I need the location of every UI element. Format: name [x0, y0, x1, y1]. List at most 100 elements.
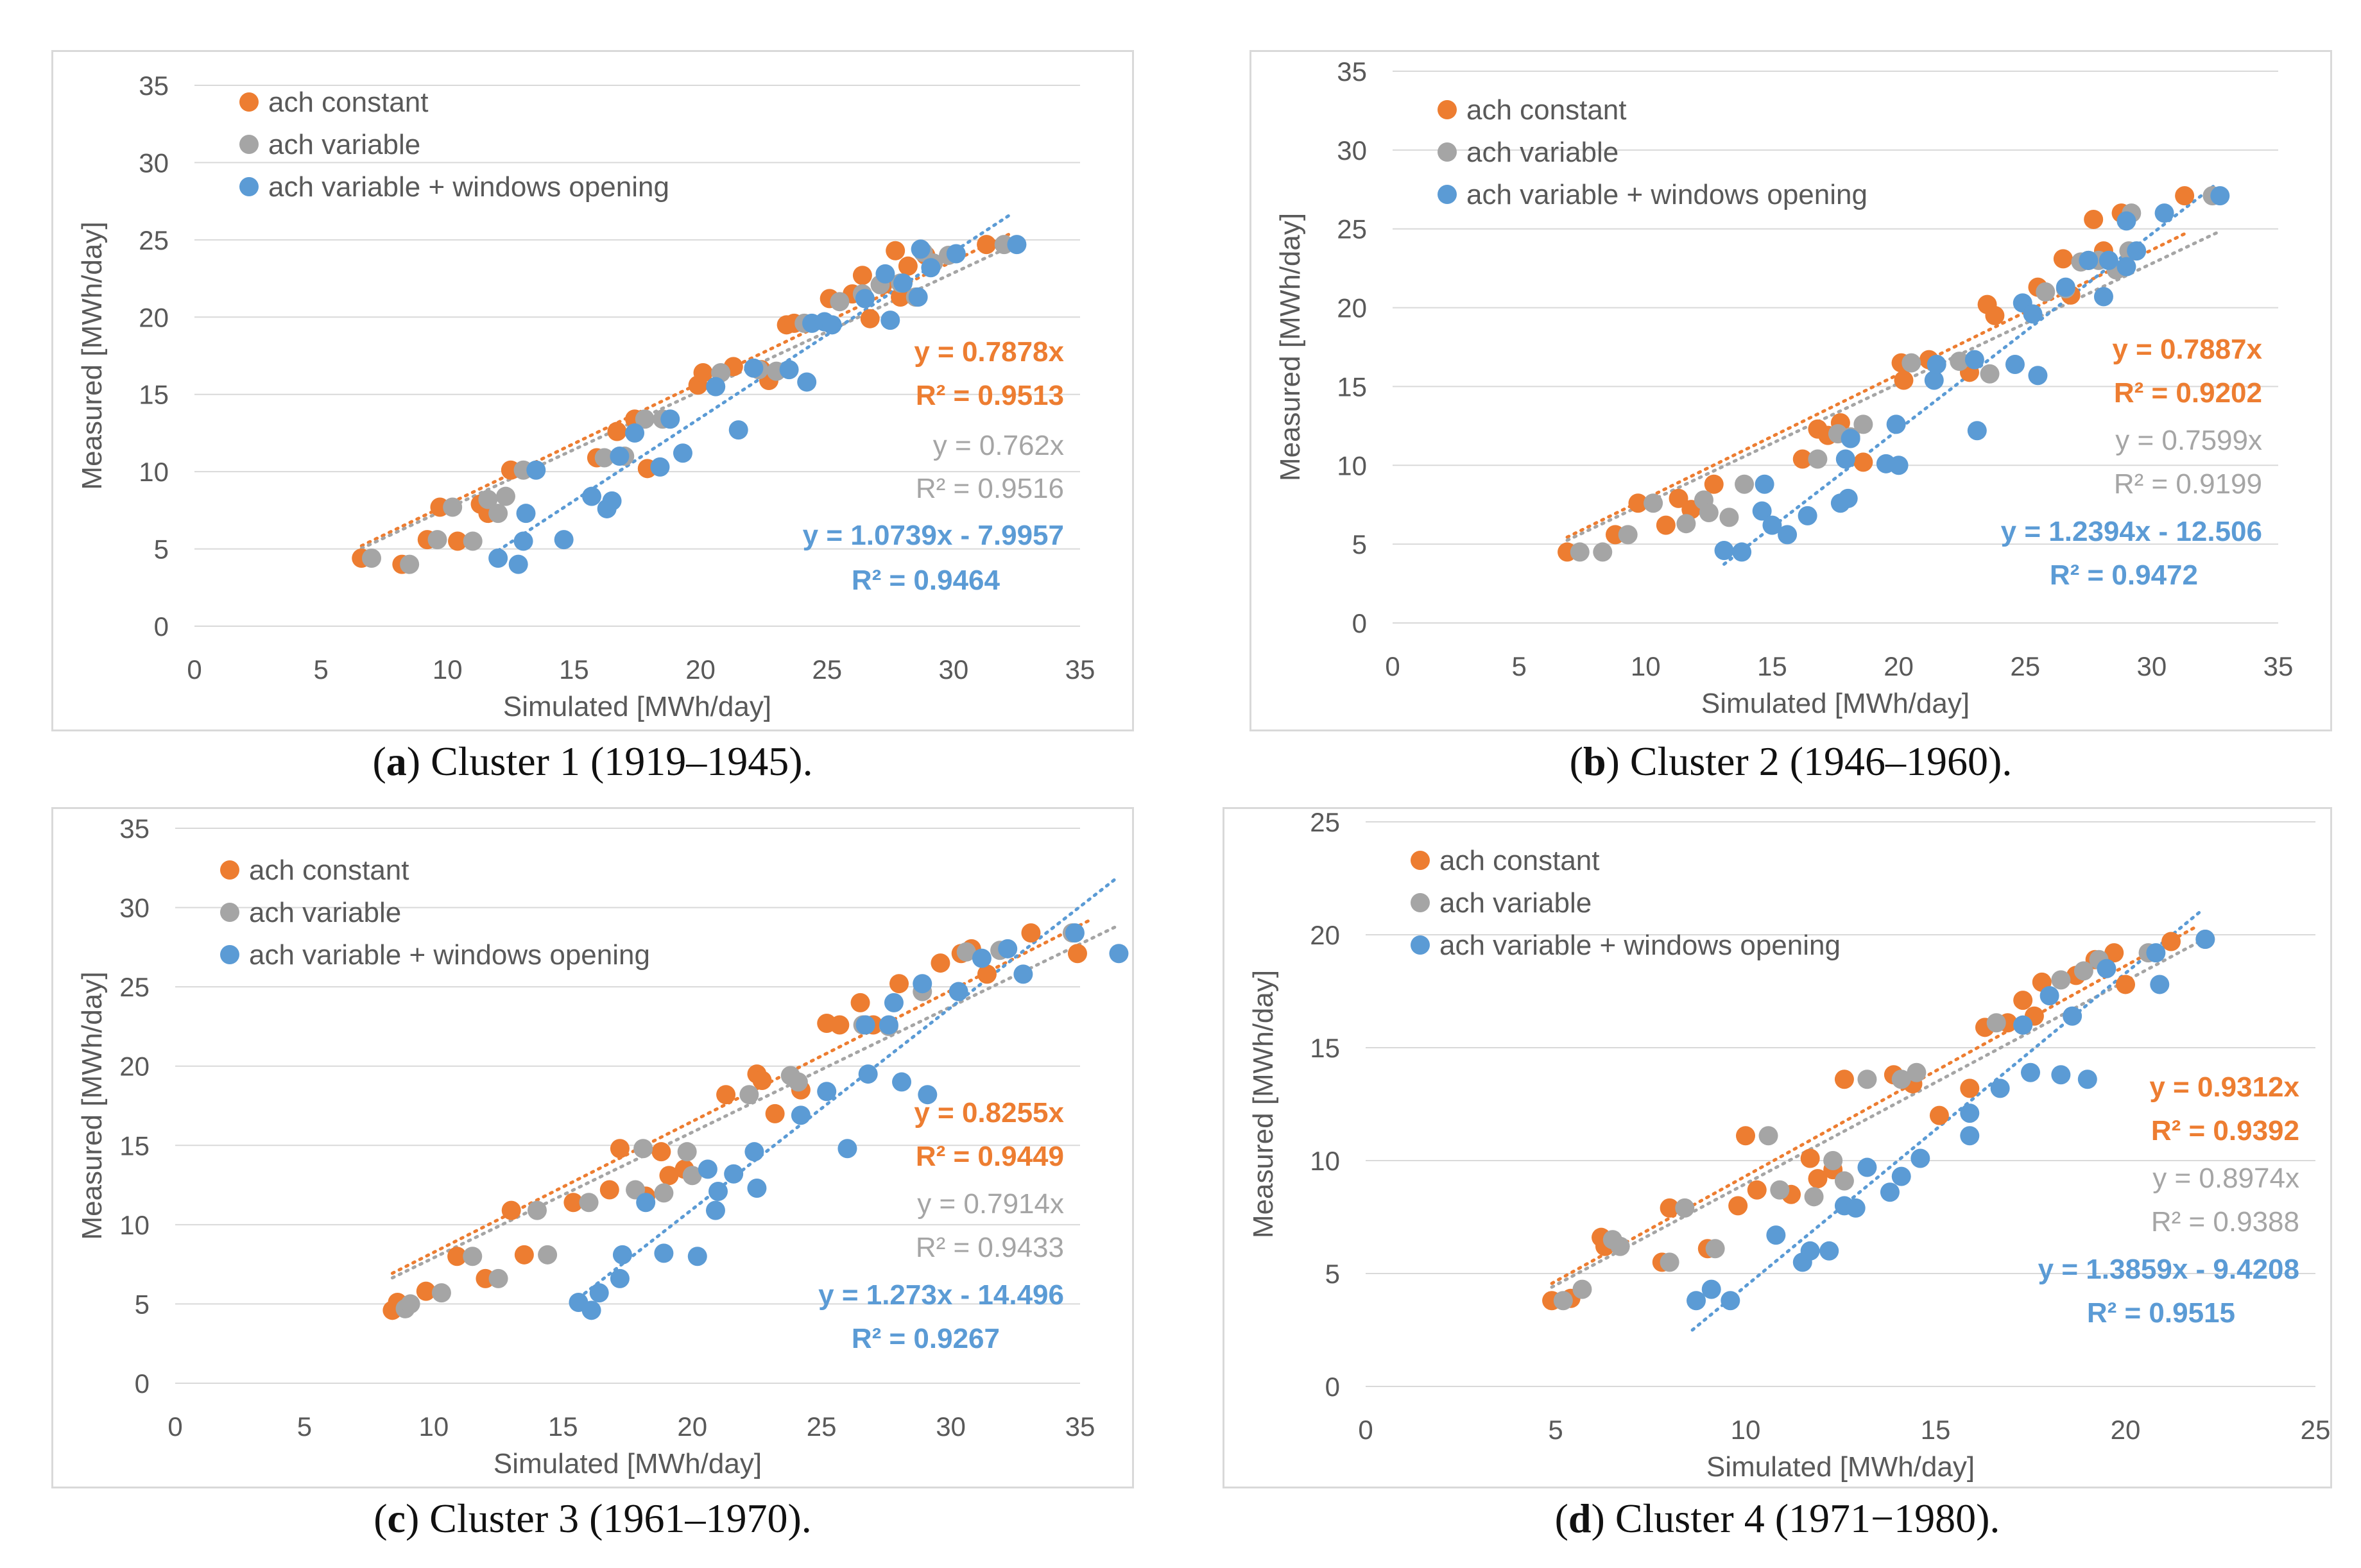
data-point-variable	[400, 1294, 420, 1314]
x-axis-label: Simulated [MWh/day]	[494, 1448, 762, 1479]
data-point-windows	[488, 549, 508, 568]
y-tick-label: 15	[1310, 1033, 1340, 1063]
data-point-constant	[1660, 1198, 1679, 1218]
x-tick-label: 5	[297, 1411, 312, 1442]
data-point-constant	[1960, 1078, 1980, 1098]
data-point-windows	[516, 504, 536, 524]
data-point-variable	[1902, 353, 1921, 373]
scatter-plot-c: 0 5 10 15 20 25 30 35 0 5 10 15 20 25 30 35 Simulated [M…	[76, 814, 1129, 1479]
y-axis-label: Measured [MWh/day]	[1248, 970, 1279, 1238]
data-point-constant	[447, 1247, 467, 1266]
data-point-windows	[612, 1245, 632, 1265]
caption-a: (a) Cluster 1 (1919–1945).	[372, 738, 813, 784]
data-point-constant	[977, 235, 997, 255]
data-point-constant	[693, 362, 713, 382]
trendline-constant	[1565, 230, 2189, 539]
data-point-windows	[660, 409, 680, 429]
data-point-variable	[1572, 1279, 1592, 1299]
y-tick-label: 35	[119, 814, 150, 844]
data-point-constant	[1800, 1148, 1820, 1168]
data-point-variable	[538, 1245, 558, 1265]
data-point-windows	[581, 1300, 601, 1320]
data-point-windows	[2028, 366, 2048, 386]
data-point-windows	[855, 1015, 875, 1035]
data-point-constant	[1736, 1126, 1755, 1146]
legend-marker	[220, 903, 239, 922]
trendline-equation: y = 0.8974x	[2152, 1163, 2299, 1194]
data-point-windows	[1007, 235, 1027, 255]
x-tick-label: 20	[677, 1411, 707, 1442]
trendline-equation: y = 0.8255x	[914, 1097, 1064, 1129]
data-point-windows	[1857, 1157, 1877, 1177]
trendline-r2: R² = 0.9449	[916, 1141, 1064, 1172]
data-point-windows	[1752, 501, 1772, 521]
data-point-constant	[607, 422, 627, 441]
trendline-r2: R² = 0.9199	[2114, 468, 2262, 500]
data-point-variable	[1758, 1126, 1778, 1146]
legend-marker	[239, 177, 259, 196]
data-point-variable	[1618, 525, 1638, 545]
data-point-windows	[1927, 355, 1946, 375]
legend-marker	[220, 860, 239, 880]
data-point-windows	[673, 443, 692, 463]
data-point-windows	[946, 244, 966, 264]
data-point-constant	[889, 974, 909, 994]
x-tick-label: 25	[807, 1411, 837, 1442]
data-point-windows	[1065, 923, 1085, 943]
data-point-windows	[817, 1082, 837, 1102]
legend-marker	[1411, 851, 1430, 870]
data-point-constant	[2053, 249, 2073, 269]
data-point-windows	[1838, 488, 1858, 508]
legend-marker	[239, 135, 259, 154]
data-point-constant	[1021, 923, 1041, 943]
data-point-windows	[797, 372, 817, 392]
data-point-windows	[2116, 211, 2136, 231]
data-point-windows	[1910, 1148, 1930, 1168]
data-point-windows	[1766, 1225, 1786, 1245]
data-point-constant	[1808, 1169, 1828, 1189]
trendline-r2: R² = 0.9388	[2151, 1206, 2299, 1238]
data-point-windows	[1835, 449, 1855, 469]
x-tick-label: 0	[167, 1411, 182, 1442]
data-point-variable	[1660, 1252, 1679, 1272]
data-point-windows	[508, 554, 528, 574]
legend-marker	[1411, 893, 1430, 912]
y-tick-label: 35	[1337, 56, 1367, 87]
data-point-variable	[1676, 514, 1696, 534]
data-point-windows	[1964, 350, 1984, 370]
data-point-variable	[1735, 474, 1755, 494]
data-point-constant	[931, 953, 950, 973]
y-axis-label: Measured [MWh/day]	[76, 221, 108, 490]
data-point-variable	[427, 530, 447, 550]
data-point-variable	[1699, 503, 1719, 522]
data-point-windows	[744, 1142, 764, 1162]
data-point-windows	[2099, 250, 2118, 270]
data-point-windows	[1687, 1291, 1706, 1311]
trendline-r2: R² = 0.9515	[2087, 1297, 2235, 1329]
y-tick-label: 20	[139, 302, 169, 332]
y-tick-label: 10	[1337, 450, 1367, 481]
data-point-windows	[513, 531, 533, 551]
x-tick-label: 10	[418, 1411, 449, 1442]
y-tick-label: 0	[1352, 608, 1367, 638]
data-point-variable	[1719, 507, 1739, 527]
trendline-equation: y = 1.2394x - 12.506	[2001, 516, 2262, 547]
trendline-equation: y = 0.7887x	[2112, 334, 2262, 365]
x-tick-label: 25	[2301, 1415, 2331, 1445]
data-point-windows	[2195, 930, 2215, 950]
data-point-variable	[1593, 542, 1613, 562]
trendline-r2: R² = 0.9202	[2114, 377, 2262, 409]
trendline-variable	[1565, 230, 2219, 542]
data-point-constant	[1669, 488, 1688, 508]
data-point-constant	[659, 1166, 679, 1186]
data-point-windows	[705, 1200, 725, 1220]
y-tick-label: 20	[119, 1052, 150, 1082]
data-point-constant	[886, 241, 906, 260]
caption-d: (d) Cluster 4 (1971−1980).	[1554, 1496, 2000, 1541]
data-point-variable	[488, 504, 508, 524]
data-point-windows	[650, 457, 670, 477]
legend-marker	[1438, 100, 1457, 119]
y-tick-label: 5	[1325, 1259, 1340, 1289]
data-point-variable	[1891, 1069, 1911, 1089]
data-point-constant	[599, 1180, 619, 1200]
